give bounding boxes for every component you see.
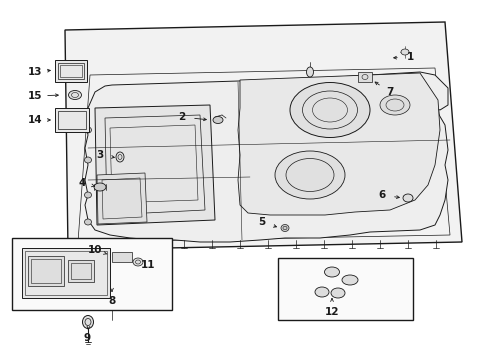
Ellipse shape <box>84 157 91 163</box>
Ellipse shape <box>84 219 91 225</box>
Polygon shape <box>65 22 461 250</box>
Text: 14: 14 <box>28 115 42 125</box>
Bar <box>71 263 91 279</box>
Text: 13: 13 <box>28 67 42 77</box>
Bar <box>22 248 110 298</box>
Ellipse shape <box>68 90 81 99</box>
Bar <box>55 60 87 82</box>
Text: 11: 11 <box>141 260 155 270</box>
Bar <box>58 111 86 129</box>
Text: 2: 2 <box>178 112 185 122</box>
Text: 3: 3 <box>96 150 103 160</box>
Ellipse shape <box>402 194 412 202</box>
Ellipse shape <box>400 49 408 55</box>
Text: 10: 10 <box>87 245 102 255</box>
Text: 1: 1 <box>406 52 413 62</box>
Ellipse shape <box>379 95 409 115</box>
Bar <box>55 108 89 132</box>
Ellipse shape <box>94 183 106 191</box>
Polygon shape <box>97 173 147 224</box>
Ellipse shape <box>289 82 369 138</box>
Ellipse shape <box>281 225 288 231</box>
Polygon shape <box>85 72 447 242</box>
Bar <box>31 259 61 283</box>
Bar <box>112 252 132 262</box>
Text: 6: 6 <box>378 190 385 200</box>
Ellipse shape <box>341 275 357 285</box>
Text: 15: 15 <box>28 91 42 101</box>
Bar <box>60 65 82 77</box>
Ellipse shape <box>324 267 339 277</box>
Ellipse shape <box>116 152 124 162</box>
Bar <box>25 251 107 295</box>
Ellipse shape <box>84 192 91 198</box>
Bar <box>68 260 94 282</box>
Text: 4: 4 <box>78 178 85 188</box>
Text: 9: 9 <box>83 333 90 343</box>
Ellipse shape <box>84 127 91 133</box>
Bar <box>278 258 412 320</box>
Text: 5: 5 <box>258 217 265 227</box>
Ellipse shape <box>133 258 142 266</box>
Polygon shape <box>95 105 215 225</box>
Bar <box>28 256 64 286</box>
Ellipse shape <box>314 287 328 297</box>
Bar <box>357 72 371 82</box>
Bar <box>58 63 84 79</box>
Text: 12: 12 <box>324 307 339 317</box>
Polygon shape <box>238 73 439 215</box>
Bar <box>12 238 172 310</box>
Ellipse shape <box>213 117 223 123</box>
Text: 8: 8 <box>108 296 115 306</box>
Text: 7: 7 <box>386 87 393 97</box>
Ellipse shape <box>274 151 345 199</box>
Ellipse shape <box>306 67 313 77</box>
Ellipse shape <box>330 288 345 298</box>
Ellipse shape <box>82 315 93 328</box>
